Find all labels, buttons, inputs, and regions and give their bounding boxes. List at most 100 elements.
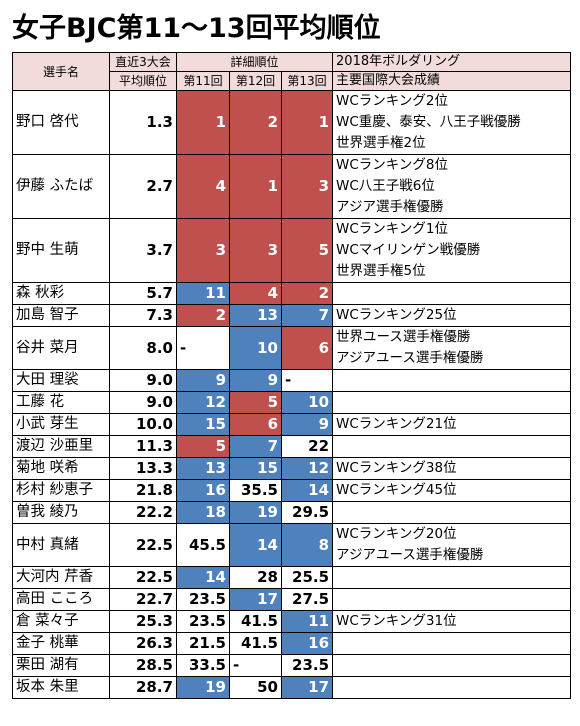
average-rank: 26.3 xyxy=(109,632,177,655)
round-rank: 9 xyxy=(176,369,230,392)
round-rank: 11 xyxy=(176,282,230,305)
round-rank: 9 xyxy=(229,369,282,392)
round-rank: 1 xyxy=(280,90,334,155)
notes xyxy=(332,566,572,589)
round-rank: 10 xyxy=(280,391,334,414)
round-rank: 23.5 xyxy=(280,654,334,677)
round-rank: - xyxy=(229,654,282,677)
round-rank: 15 xyxy=(176,413,230,436)
player-name: 金子 桃華 xyxy=(12,632,110,655)
header-notes: 2018年ボルダリング xyxy=(332,52,572,72)
title: 女子BJC第11～13回平均順位 xyxy=(12,13,381,44)
notes: WCランキング45位 xyxy=(332,479,572,502)
player-name: 高田 こころ xyxy=(12,588,110,611)
player-name: 大田 理裟 xyxy=(12,369,110,392)
table-header: 選手名 直近3大会 詳細順位 2018年ボルダリング 平均順位 第11回 第12… xyxy=(12,52,572,91)
round-rank: 2 xyxy=(229,90,282,155)
round-rank: 22 xyxy=(280,435,334,458)
round-rank: 13 xyxy=(229,304,282,327)
round-rank: 21.5 xyxy=(176,632,230,655)
note-line: WCランキング2位 xyxy=(336,93,448,109)
notes xyxy=(332,282,572,305)
table-row: 栗田 湖有 28.5 33.5-23.5 xyxy=(12,654,572,677)
player-name: 森 秋彩 xyxy=(12,282,110,305)
average-rank: 21.8 xyxy=(109,479,177,502)
average-rank: 2.7 xyxy=(109,154,177,219)
notes: WCランキング38位 xyxy=(332,457,572,480)
round-rank: 12 xyxy=(176,391,230,414)
player-name: 加島 智子 xyxy=(12,304,110,327)
header-detail: 詳細順位 xyxy=(175,52,334,72)
round-rank: 6 xyxy=(229,413,282,436)
header-avg: 直近3大会 xyxy=(109,52,177,72)
table-row: 加島 智子 7.3 2 13 7 WCランキング25位 xyxy=(12,304,572,327)
player-name: 倉 菜々子 xyxy=(12,610,110,633)
table-row: 大田 理裟 9.0 9 9- xyxy=(12,369,572,392)
player-name: 中村 真緒 xyxy=(12,523,110,567)
round-rank: 29.5 xyxy=(280,501,334,524)
header-round: 第13回 xyxy=(280,71,334,91)
average-rank: 9.0 xyxy=(109,369,177,392)
note-line: WCランキング38位 xyxy=(336,460,457,476)
round-rank: 27.5 xyxy=(280,588,334,611)
round-rank: 12 xyxy=(280,457,334,480)
round-rank: 41.5 xyxy=(229,632,282,655)
note-line: 世界選手権5位 xyxy=(336,263,426,279)
header-round: 第11回 xyxy=(176,71,230,91)
average-rank: 25.3 xyxy=(109,610,177,633)
table-row: 倉 菜々子 25.3 23.5 41.5 11 WCランキング31位 xyxy=(12,610,572,633)
average-rank: 11.3 xyxy=(109,435,177,458)
table-row: 菊地 咲希 13.3 13 15 12 WCランキング38位 xyxy=(12,457,572,480)
player-name: 菊地 咲希 xyxy=(12,457,110,480)
average-rank: 22.7 xyxy=(109,588,177,611)
average-rank: 10.0 xyxy=(109,413,177,436)
notes: WCランキング20位 アジアユース選手権優勝 xyxy=(332,523,572,567)
player-name: 野口 啓代 xyxy=(12,90,110,155)
round-rank: 3 xyxy=(176,218,230,283)
table-row: 野口 啓代 1.3 1 2 1 WCランキング2位 WC重慶、泰安、八王子戦優勝 世界選手権2… xyxy=(12,90,572,155)
note-line: WCマイリンゲン戦優勝 xyxy=(336,242,481,258)
round-rank: 4 xyxy=(176,154,230,219)
header-row: 平均順位 第11回 第12回 第13回 主要国際大会成績 xyxy=(13,71,572,91)
note-line: WCランキング8位 xyxy=(336,157,448,173)
player-name: 大河内 芹香 xyxy=(12,566,110,589)
round-rank: 45.5 xyxy=(176,523,230,567)
round-rank: 50 xyxy=(229,676,282,699)
round-rank: 5 xyxy=(229,391,282,414)
round-rank: 13 xyxy=(176,457,230,480)
round-rank: 14 xyxy=(229,523,282,567)
notes xyxy=(332,588,572,611)
average-rank: 28.5 xyxy=(109,654,177,677)
average-rank: 9.0 xyxy=(109,391,177,414)
header-name: 選手名 xyxy=(12,52,110,91)
round-rank: 7 xyxy=(229,435,282,458)
notes: WCランキング25位 xyxy=(332,304,572,327)
round-rank: 28 xyxy=(229,566,282,589)
round-rank: - xyxy=(280,369,334,392)
round-rank: 17 xyxy=(280,676,334,699)
round-rank: 5 xyxy=(176,435,230,458)
notes xyxy=(332,654,572,677)
round-rank: 7 xyxy=(280,304,334,327)
note-line: WCランキング31位 xyxy=(336,613,457,629)
round-rank: 15 xyxy=(229,457,282,480)
player-name: 杉村 紗恵子 xyxy=(12,479,110,502)
notes: WCランキング2位 WC重慶、泰安、八王子戦優勝 世界選手権2位 xyxy=(332,90,572,155)
round-rank: 1 xyxy=(229,154,282,219)
notes xyxy=(332,435,572,458)
notes: WCランキング31位 xyxy=(332,610,572,633)
table-row: 伊藤 ふたば 2.7 4 1 3 WCランキング8位 WC八王子戦6位 アジア選手権優勝 xyxy=(12,154,572,219)
average-rank: 1.3 xyxy=(109,90,177,155)
player-name: 野中 生萌 xyxy=(12,218,110,283)
round-rank: 8 xyxy=(280,523,334,567)
note-line: アジアユース選手権優勝 xyxy=(336,547,484,563)
round-rank: 18 xyxy=(176,501,230,524)
table-row: 大河内 芹香 22.5 14 28 25.5 xyxy=(12,566,572,589)
round-rank: 4 xyxy=(229,282,282,305)
notes xyxy=(332,369,572,392)
table-row: 野中 生萌 3.7 3 3 5 WCランキング1位 WCマイリンゲン戦優勝 世界選手権5位 xyxy=(12,218,572,283)
player-name: 小武 芽生 xyxy=(12,413,110,436)
note-line: WC八王子戦6位 xyxy=(336,178,435,194)
notes xyxy=(332,501,572,524)
